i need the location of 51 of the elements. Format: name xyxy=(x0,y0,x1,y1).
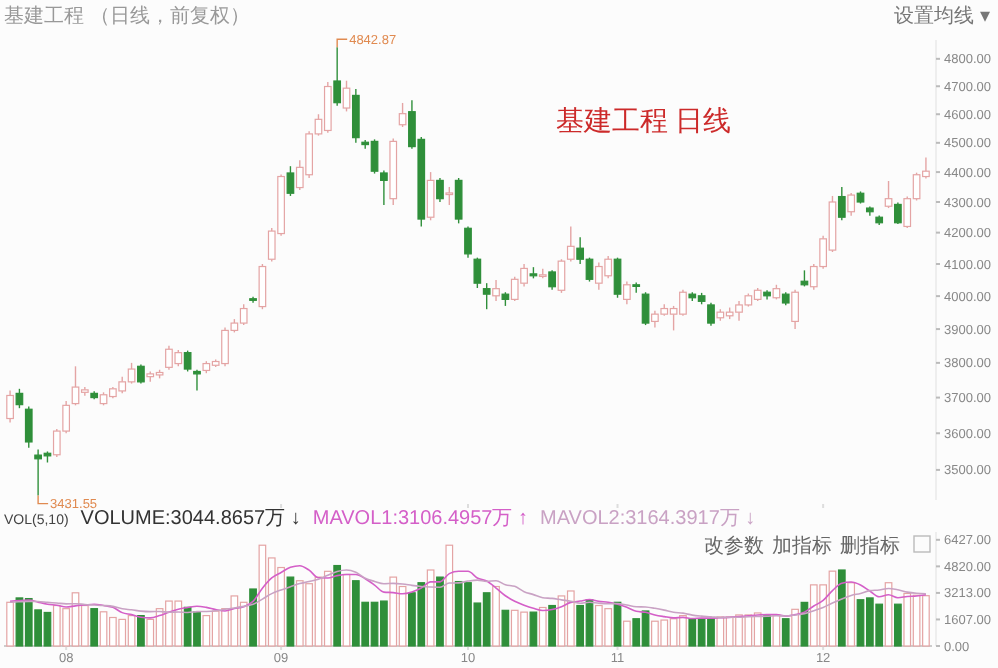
bar xyxy=(847,582,856,647)
bar xyxy=(90,608,99,647)
candlestick xyxy=(333,46,342,107)
bar xyxy=(6,601,14,647)
candlestick xyxy=(351,88,360,144)
text: MAVOL2:3164.3917万 ↓ xyxy=(540,508,756,530)
bar xyxy=(781,618,790,647)
bar xyxy=(632,618,641,647)
bar xyxy=(623,620,631,647)
candlestick xyxy=(6,389,14,424)
series-label: VOLUME:3044.8657万 ↓ xyxy=(80,508,301,530)
bar xyxy=(436,576,444,647)
bar xyxy=(837,569,846,647)
bar xyxy=(772,614,781,647)
bar xyxy=(426,569,435,647)
annotation: 基建工程 日线 xyxy=(556,106,731,138)
bar xyxy=(137,615,145,647)
candlestick xyxy=(323,81,332,134)
bar xyxy=(548,604,556,647)
chart-title: 基建工程 （日线，前复权） xyxy=(4,4,250,28)
candlestick xyxy=(791,288,799,330)
candlestick xyxy=(80,386,89,397)
candlestick xyxy=(90,390,99,401)
bar xyxy=(286,576,295,647)
series-label: MAVOL1:3106.4957万 ↑ xyxy=(312,508,529,530)
candlestick xyxy=(492,279,500,302)
bar xyxy=(538,606,547,647)
candlestick xyxy=(548,269,556,291)
bar xyxy=(323,570,332,647)
candlestick xyxy=(436,177,444,203)
bar xyxy=(566,590,575,647)
bar xyxy=(249,588,257,647)
bar xyxy=(894,603,902,647)
candlestick xyxy=(464,225,472,259)
candlestick xyxy=(137,363,145,385)
bar xyxy=(791,608,799,647)
annotation: 加指标 xyxy=(772,534,832,558)
candlestick xyxy=(875,214,884,226)
bar xyxy=(342,573,351,647)
bar xyxy=(529,611,538,647)
candlestick xyxy=(193,369,201,392)
bar xyxy=(763,615,771,647)
bar xyxy=(445,544,454,647)
bar xyxy=(576,604,585,647)
bar xyxy=(333,564,342,647)
text: 设置均线 ▾ xyxy=(894,4,990,28)
bar xyxy=(492,585,500,647)
candlestick xyxy=(837,186,846,221)
bar xyxy=(501,609,510,647)
annotation: 改参数 xyxy=(704,534,764,558)
annotation: 删指标 xyxy=(840,534,900,558)
